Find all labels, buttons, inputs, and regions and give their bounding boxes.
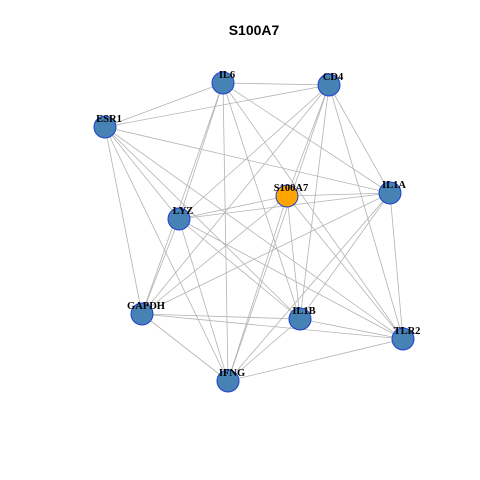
edge-il1a-tlr2 [389,192,404,340]
edge-lyz-ifng [178,218,229,382]
edge-il6-il1b [222,82,301,320]
edge-il1a-gapdh [141,192,391,315]
node-circle-s100a7 [275,184,299,208]
node-circle-cd4 [317,73,341,97]
node-s100a7: S100A7 [274,183,308,208]
node-label-ifng: IFNG [219,368,245,379]
node-label-lyz: LYZ [173,206,194,217]
edge-s100a7-tlr2 [286,195,404,340]
node-circle-il1b [288,307,312,331]
node-il1b: IL1B [288,306,316,331]
node-gapdh: GAPDH [127,301,165,326]
edge-cd4-esr1 [104,84,330,128]
edge-il6-il1a [222,82,391,194]
edge-s100a7-gapdh [141,195,288,315]
edge-esr1-gapdh [104,126,143,315]
node-ifng: IFNG [216,368,245,393]
edge-esr1-il1a [104,126,391,194]
edge-cd4-tlr2 [328,84,404,340]
node-il1a: IL1A [378,180,406,205]
node-il6: IL6 [211,70,235,95]
edge-esr1-tlr2 [104,126,404,340]
node-label-s100a7: S100A7 [274,183,308,194]
node-label-il6: IL6 [219,70,235,81]
edge-gapdh-il1b [141,313,301,320]
edge-il6-esr1 [104,82,224,128]
graph-title: S100A7 [229,22,280,38]
edge-esr1-lyz [104,126,180,220]
edge-il6-ifng [222,82,229,382]
edge-s100a7-ifng [227,195,288,382]
edge-cd4-ifng [227,84,330,382]
edge-s100a7-il1a [286,192,391,197]
edge-lyz-gapdh [141,218,180,315]
edge-esr1-il1b [104,126,301,320]
edge-il1a-ifng [227,192,391,382]
edge-cd4-gapdh [141,84,330,315]
node-cd4: CD4 [317,72,344,97]
edge-s100a7-lyz [178,195,288,220]
edge-il1a-il1b [299,192,391,320]
node-label-il1b: IL1B [292,306,315,317]
node-esr1: ESR1 [93,114,122,139]
edge-esr1-ifng [104,126,229,382]
edges-layer [104,82,404,382]
edge-lyz-tlr2 [178,218,404,340]
node-label-gapdh: GAPDH [127,301,165,312]
node-circle-gapdh [130,302,154,326]
node-tlr2: TLR2 [391,326,421,351]
node-circle-tlr2 [391,327,415,351]
edge-s100a7-il1b [286,195,301,320]
nodes-layer: IL6 CD4 ESR1 S100A7 IL1A LYZ GAPDH IL1B TLR2 IFNG [93,70,421,393]
node-circle-lyz [167,207,191,231]
node-circle-il1a [378,181,402,205]
node-circle-ifng [216,369,240,393]
edge-il6-lyz [178,82,224,220]
edge-il1b-tlr2 [299,318,404,340]
edge-gapdh-tlr2 [141,313,404,340]
edge-il6-gapdh [141,82,224,315]
node-label-cd4: CD4 [323,72,344,83]
node-label-tlr2: TLR2 [394,326,421,337]
edge-gapdh-ifng [141,313,229,382]
edge-il6-cd4 [222,82,330,86]
node-circle-esr1 [93,115,117,139]
node-lyz: LYZ [167,206,194,231]
edge-cd4-s100a7 [286,84,330,197]
edge-il1b-ifng [227,318,301,382]
edge-cd4-il1a [328,84,391,194]
node-circle-il6 [211,71,235,95]
edge-tlr2-ifng [227,338,404,382]
node-label-il1a: IL1A [382,180,406,191]
edge-lyz-il1b [178,218,301,320]
node-label-esr1: ESR1 [96,114,122,125]
edge-cd4-lyz [178,84,330,220]
